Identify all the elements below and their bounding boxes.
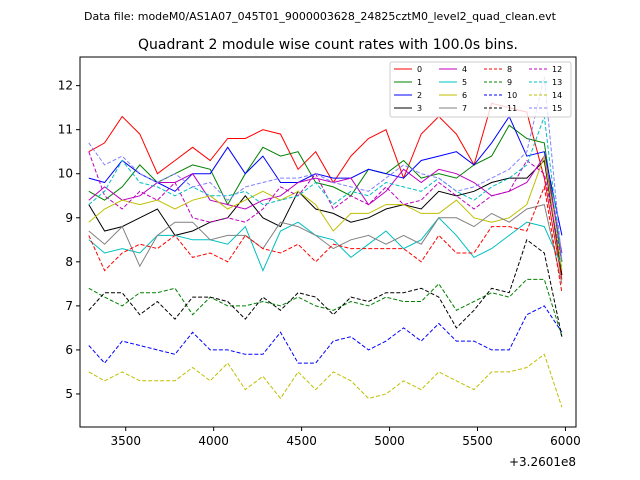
y-tick-label: 7	[65, 299, 73, 313]
legend-label-7: 7	[462, 104, 467, 113]
y-tick-label: 12	[58, 79, 73, 93]
series-line-10	[88, 305, 563, 364]
series-line-12	[88, 151, 563, 262]
legend-label-9: 9	[507, 78, 512, 87]
legend-label-15: 15	[552, 104, 562, 113]
series-line-9	[88, 278, 563, 337]
y-tick-label: 9	[65, 211, 73, 225]
series-line-2	[88, 115, 563, 236]
data-file-label: Data file: modeM0/AS1A07_045T01_90000036…	[84, 10, 557, 23]
x-tick-label: 4500	[286, 434, 317, 448]
series-line-0	[88, 102, 563, 280]
x-tick-label: 4000	[198, 434, 229, 448]
legend-label-11: 11	[507, 104, 517, 113]
series-line-5	[88, 217, 563, 272]
series-line-4	[88, 154, 563, 254]
series-line-11	[88, 238, 563, 337]
series-line-14	[88, 353, 563, 408]
legend-label-5: 5	[462, 78, 467, 87]
y-tick-label: 10	[58, 167, 73, 181]
x-tick-label: 5000	[374, 434, 405, 448]
legend-label-1: 1	[417, 78, 422, 87]
series-line-15	[88, 76, 563, 262]
legend-label-4: 4	[462, 65, 467, 74]
legend-label-8: 8	[507, 65, 512, 74]
chart-title: Quadrant 2 module wise count rates with …	[138, 37, 518, 53]
y-tick-label: 8	[65, 255, 73, 269]
x-tick-label: 5500	[462, 434, 493, 448]
x-axis: 3500 4000 4500 5000 5500 6000	[110, 427, 581, 448]
series-lines	[88, 76, 563, 408]
x-offset-label: +3.2601e8	[509, 455, 576, 469]
legend-label-14: 14	[552, 91, 562, 100]
series-line-1	[88, 124, 563, 262]
y-tick-label: 5	[65, 387, 73, 401]
legend-label-2: 2	[417, 91, 422, 100]
x-tick-label: 6000	[550, 434, 581, 448]
series-line-8	[88, 185, 563, 293]
legend-label-3: 3	[417, 104, 422, 113]
series-line-3	[88, 159, 563, 276]
legend-label-6: 6	[462, 91, 467, 100]
series-line-13	[88, 116, 563, 262]
y-tick-label: 6	[65, 343, 73, 357]
y-axis: 5 6 7 8 9 10 11 12	[58, 79, 80, 401]
legend-label-0: 0	[417, 65, 422, 74]
legend-label-10: 10	[507, 91, 517, 100]
legend-label-13: 13	[552, 78, 562, 87]
x-tick-label: 3500	[110, 434, 141, 448]
axes-frame	[79, 56, 577, 428]
legend-box	[389, 61, 572, 118]
series-line-7	[88, 203, 563, 284]
y-tick-label: 11	[58, 123, 73, 137]
legend-label-12: 12	[552, 65, 562, 74]
